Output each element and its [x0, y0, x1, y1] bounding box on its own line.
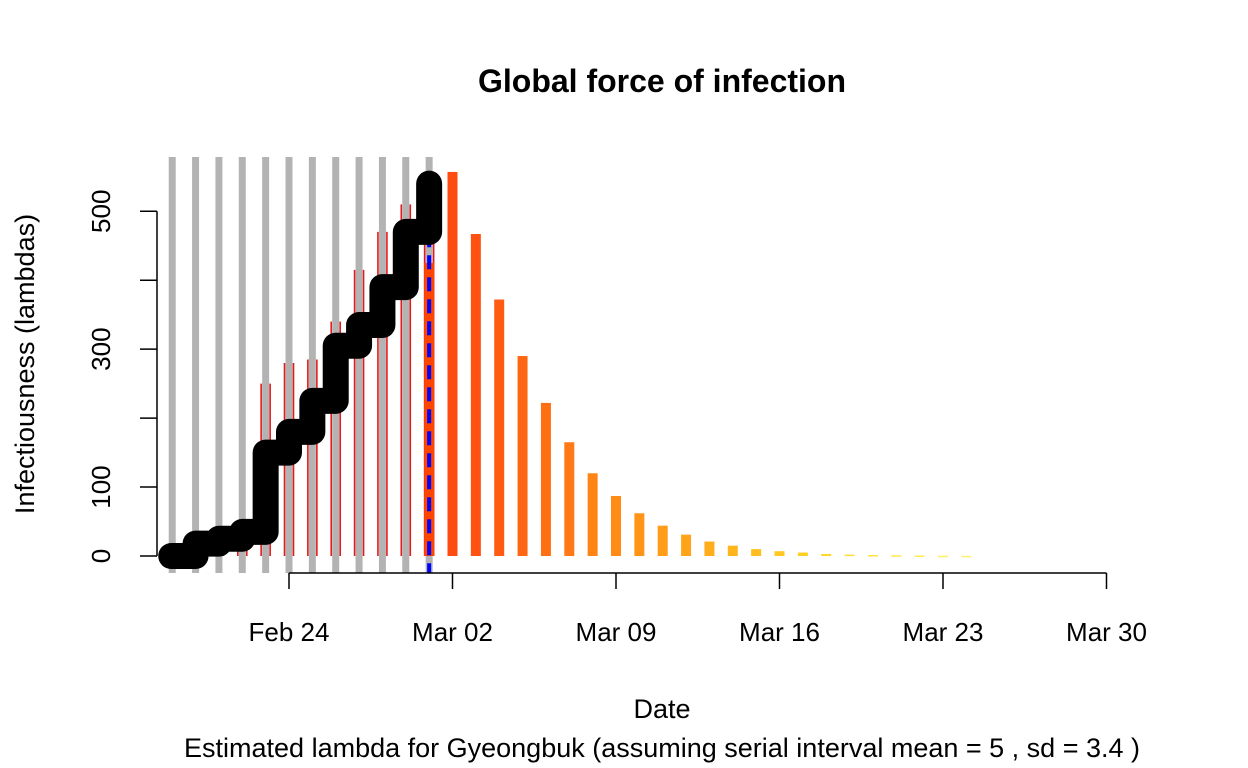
projected-bar	[564, 442, 575, 556]
projected-bar	[540, 402, 551, 556]
y-tick-label: 300	[86, 327, 116, 370]
x-axis-title: Date	[633, 694, 690, 724]
x-axis: Feb 24 Mar 02 Mar 09 Mar 16 Mar 23 Mar 30	[249, 572, 1147, 647]
cumulative-line	[158, 170, 443, 569]
projected-bar	[867, 554, 878, 557]
projected-bar	[587, 473, 598, 556]
projected-bar	[470, 234, 481, 557]
projected-bar	[821, 553, 832, 556]
chart-title: Global force of infection	[478, 63, 846, 99]
projected-bar	[844, 554, 855, 557]
projected-bar	[937, 555, 948, 558]
projected-bar	[751, 549, 762, 556]
y-axis: 0 100 300 500	[86, 190, 158, 563]
y-tick-label: 0	[86, 549, 116, 563]
projected-bar	[657, 525, 668, 556]
projected-bar	[961, 555, 972, 558]
projected-bar	[914, 555, 925, 558]
projected-bar	[634, 513, 645, 556]
x-tick-label: Mar 02	[412, 617, 493, 647]
x-tick-label: Feb 24	[249, 617, 330, 647]
projected-bar	[494, 299, 505, 556]
y-tick-label: 500	[86, 190, 116, 233]
projected-bar	[610, 496, 621, 556]
projected-bar	[517, 356, 528, 556]
x-tick-label: Mar 30	[1066, 617, 1147, 647]
y-axis-title: Infectiousness (lambdas)	[10, 214, 40, 514]
projected-bar	[797, 552, 808, 556]
observed-bands	[168, 157, 433, 573]
projected-bar	[704, 541, 715, 556]
x-tick-label: Mar 09	[576, 617, 657, 647]
y-tick-label: 100	[86, 465, 116, 508]
projected-bar	[681, 534, 692, 556]
chart-subtitle: Estimated lambda for Gyeongbuk (assuming…	[184, 733, 1140, 763]
projected-bar	[447, 171, 458, 557]
projected-bar	[774, 551, 785, 556]
projected-bar	[891, 555, 902, 557]
x-tick-label: Mar 23	[903, 617, 984, 647]
projected-bars	[424, 171, 972, 558]
projected-bar	[727, 545, 738, 556]
plot-area	[158, 157, 972, 573]
x-tick-label: Mar 16	[739, 617, 820, 647]
